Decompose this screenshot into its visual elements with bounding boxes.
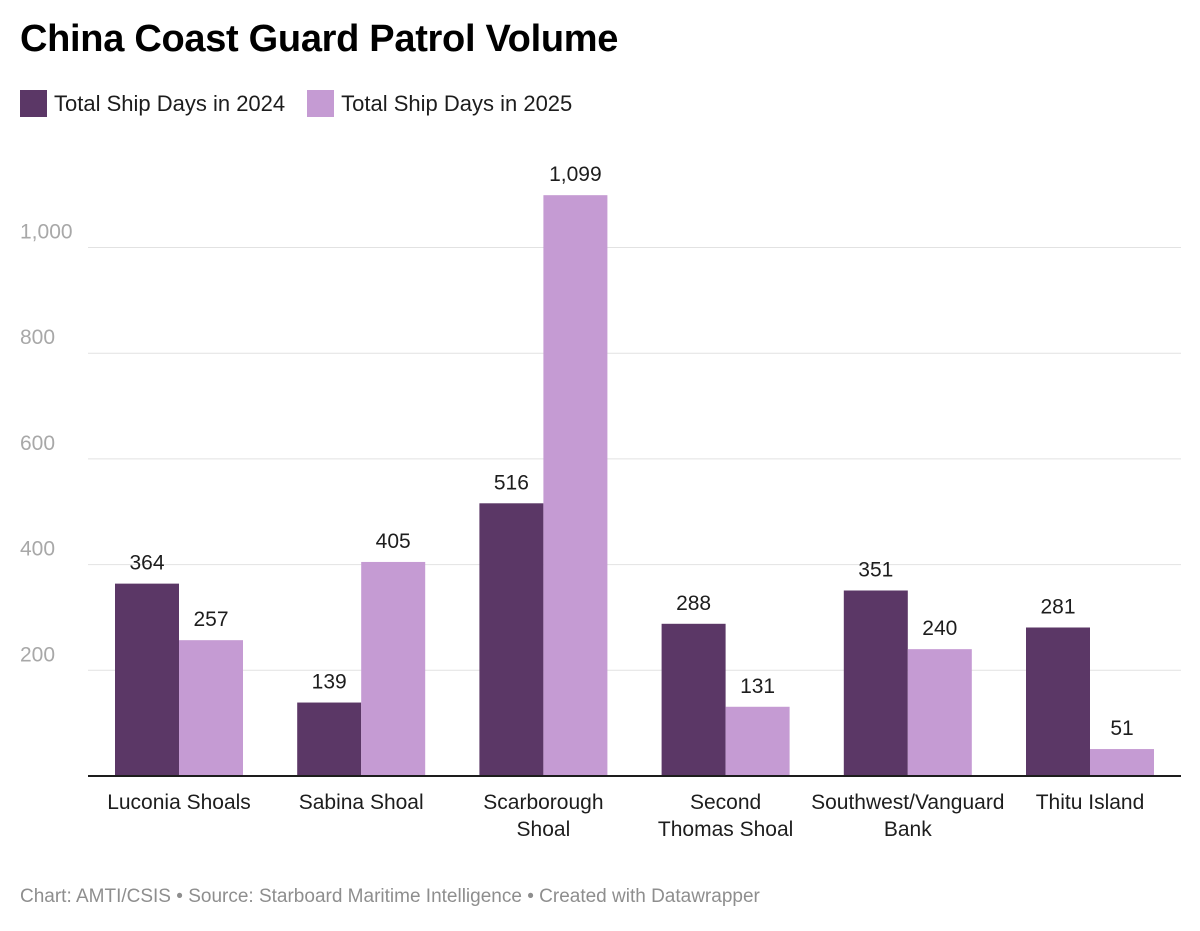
footer-credit: Chart: AMTI/CSIS xyxy=(20,886,171,907)
value-label: 1,099 xyxy=(549,163,602,186)
chart-title: China Coast Guard Patrol Volume xyxy=(20,18,619,60)
legend-swatch-2025 xyxy=(307,90,335,117)
bar-2025 xyxy=(907,649,972,776)
legend-label-2025: Total Ship Days in 2025 xyxy=(341,90,573,116)
value-label: 281 xyxy=(1040,595,1075,618)
legend-item-2025: Total Ship Days in 2025 xyxy=(307,90,572,117)
footer-separator-1: • xyxy=(170,886,189,907)
x-tick-label: Thitu Island xyxy=(1036,791,1145,814)
x-tick-label-line: Second xyxy=(690,791,761,814)
value-label: 257 xyxy=(193,608,228,631)
value-label: 240 xyxy=(922,617,957,640)
bar-2024 xyxy=(661,623,726,776)
value-label: 405 xyxy=(376,530,411,553)
x-tick-label: Southwest/Vanguard Bank xyxy=(811,791,1004,841)
y-tick-label: 800 xyxy=(20,326,55,349)
y-tick-label: 200 xyxy=(20,643,55,666)
bar-2025 xyxy=(361,561,426,776)
value-label: 516 xyxy=(494,471,529,494)
value-label: 351 xyxy=(858,558,893,581)
legend-label-2024: Total Ship Days in 2024 xyxy=(54,90,286,116)
x-tick-label-line: Scarborough xyxy=(483,791,603,814)
x-tick-label-line: Shoal xyxy=(517,818,571,841)
x-tick-label: Sabina Shoal xyxy=(299,791,424,814)
legend-swatch-2024 xyxy=(20,90,47,117)
x-tick-label: Scarborough Shoal xyxy=(483,791,603,841)
bar-2025 xyxy=(725,706,790,776)
bar-2024 xyxy=(1026,627,1090,776)
y-tick-label: 1,000 xyxy=(20,221,73,244)
bar-2025 xyxy=(179,640,243,776)
x-tick-label-line: Southwest/Vanguard xyxy=(811,791,1004,814)
bar-2024 xyxy=(843,590,908,776)
value-label: 288 xyxy=(676,592,711,615)
x-tick-label-line: Bank xyxy=(884,818,932,841)
y-tick-label: 600 xyxy=(20,432,55,455)
bar-2024 xyxy=(115,583,179,776)
x-tick-label-line: Thitu Island xyxy=(1036,791,1145,814)
x-tick-label-line: Sabina Shoal xyxy=(299,791,424,814)
x-tick-label-line: Thomas Shoal xyxy=(658,818,793,841)
footer-created: Created with Datawrapper xyxy=(539,886,760,907)
value-label: 51 xyxy=(1110,717,1133,740)
x-tick-label: Luconia Shoals xyxy=(107,791,251,814)
value-label: 131 xyxy=(740,675,775,698)
x-tick-label: Second Thomas Shoal xyxy=(658,791,793,841)
legend: Total Ship Days in 2024 Total Ship Days … xyxy=(20,90,594,117)
chart-footer: Chart: AMTI/CSIS • Source: Starboard Mar… xyxy=(20,886,760,908)
value-label: 139 xyxy=(312,671,347,694)
legend-item-2024: Total Ship Days in 2024 xyxy=(20,90,285,117)
bar-2024 xyxy=(297,702,362,776)
bar-2025 xyxy=(1090,749,1154,776)
footer-separator-2: • xyxy=(521,886,540,907)
x-tick-label-line: Luconia Shoals xyxy=(107,791,251,814)
value-label: 364 xyxy=(129,552,164,575)
y-tick-label: 400 xyxy=(20,538,55,561)
bar-2025 xyxy=(543,195,608,777)
footer-source: Source: Starboard Maritime Intelligence xyxy=(188,886,522,907)
bar-2024 xyxy=(479,503,544,776)
